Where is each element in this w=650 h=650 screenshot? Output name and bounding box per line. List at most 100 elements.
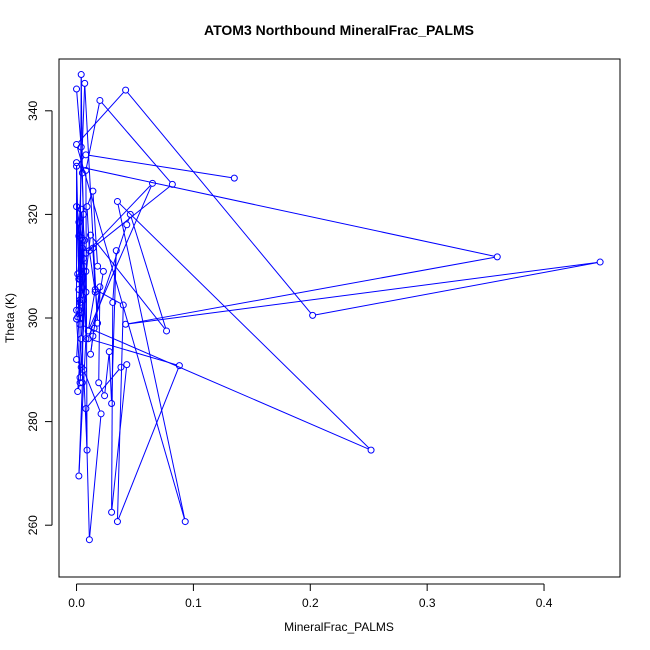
chart-title: ATOM3 Northbound MineralFrac_PALMS: [204, 22, 474, 38]
data-point: [80, 267, 88, 275]
x-tick-label: 0.4: [536, 596, 553, 610]
data-point: [76, 309, 84, 317]
data-point: [168, 180, 176, 188]
series-line-segment: [85, 173, 88, 448]
series-line-segment: [76, 322, 81, 375]
y-axis: 260 280 300 320 340: [26, 100, 53, 535]
series-line-segment: [117, 308, 124, 519]
data-point: [73, 315, 81, 323]
data-point: [83, 203, 91, 211]
series-line-segment: [88, 292, 96, 329]
data-point: [596, 258, 604, 266]
series-line-segment: [87, 185, 151, 252]
data-point: [84, 335, 92, 343]
series-line-segment: [99, 385, 104, 394]
data-point: [73, 355, 81, 363]
series-line-segment: [78, 91, 124, 143]
series-line-segment: [315, 262, 598, 316]
series-line-segment: [89, 416, 102, 537]
data-point: [81, 79, 89, 87]
series-line-segment: [97, 290, 121, 305]
data-point: [75, 286, 83, 294]
data-point: [77, 71, 85, 79]
data-point: [90, 324, 98, 332]
series-line-segment: [93, 289, 100, 326]
data-point: [108, 399, 116, 407]
data-point: [97, 410, 105, 418]
data-point: [82, 249, 90, 257]
data-point: [74, 388, 82, 396]
series-line-segment: [90, 331, 95, 352]
data-point: [75, 275, 83, 283]
data-point: [91, 286, 99, 294]
series-line-segment: [128, 256, 495, 325]
data-point: [81, 236, 89, 244]
series-line-segment: [87, 369, 120, 407]
data-point: [122, 320, 130, 328]
data-point: [75, 218, 83, 226]
series-line-segment: [79, 166, 495, 257]
series-line-segment: [76, 165, 81, 316]
data-point: [163, 327, 171, 335]
data-point: [126, 210, 134, 218]
series-line-segment: [77, 385, 80, 389]
data-point: [105, 348, 113, 356]
x-axis: 0.0 0.1 0.2 0.3 0.4: [68, 583, 553, 610]
series-line-segment: [118, 368, 179, 519]
data-point: [113, 518, 121, 526]
series-line-segment: [128, 261, 598, 325]
data-point: [108, 508, 116, 516]
data-point: [123, 361, 131, 369]
series-line-segment: [89, 253, 96, 290]
data-point: [230, 174, 238, 182]
data-point: [80, 262, 88, 270]
y-tick-label: 300: [26, 308, 40, 328]
data-point: [85, 536, 93, 544]
series-line-segment: [127, 217, 130, 223]
series-line-segment: [86, 209, 90, 248]
data-point: [83, 446, 91, 454]
data-point: [309, 311, 317, 319]
data-point: [76, 296, 84, 304]
data-point: [493, 253, 501, 261]
data-point: [77, 335, 85, 343]
series-line-segment: [88, 227, 127, 337]
data-point: [73, 159, 81, 167]
data-point: [84, 327, 92, 335]
data-point: [74, 270, 82, 278]
data-point: [82, 288, 90, 296]
series-line-segment: [127, 92, 312, 314]
series-line-segment: [76, 91, 82, 145]
x-axis-label: MineralFrac_PALMS: [284, 620, 394, 634]
series-line-segment: [101, 102, 171, 183]
data-point: [175, 362, 183, 370]
y-tick-label: 260: [26, 515, 40, 535]
data-point: [73, 140, 81, 148]
data-point: [123, 221, 131, 229]
data-point: [95, 379, 103, 387]
data-point: [119, 301, 127, 309]
series-line-segment: [76, 147, 185, 519]
data-point: [75, 472, 83, 480]
data-point: [76, 374, 84, 382]
data-point: [82, 151, 90, 159]
data-point: [73, 162, 81, 170]
x-tick-label: 0.2: [302, 596, 319, 610]
x-tick-label: 0.0: [68, 596, 85, 610]
data-point: [94, 262, 102, 270]
data-point: [94, 319, 102, 327]
series-line-segment: [117, 204, 186, 519]
series-line-segment: [82, 324, 369, 450]
data-point: [89, 187, 97, 195]
series-line-segment: [108, 354, 112, 401]
data-point: [122, 86, 130, 94]
data-point: [91, 288, 99, 296]
y-axis-label: Theta (K): [3, 293, 17, 343]
series-line-segment: [81, 212, 85, 238]
data-point: [80, 366, 88, 374]
data-point: [76, 320, 84, 328]
data-point: [75, 232, 83, 240]
plot-frame: [58, 58, 621, 578]
series-line-segment: [78, 385, 83, 474]
